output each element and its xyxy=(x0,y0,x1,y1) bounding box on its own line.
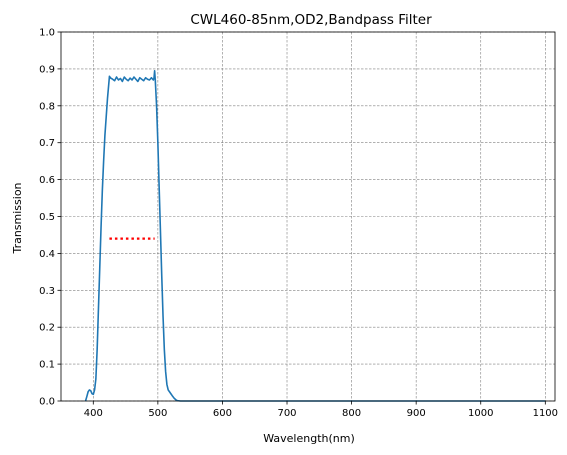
y-tick-label: 0.5 xyxy=(39,212,55,223)
x-tick-label: 1100 xyxy=(533,408,558,419)
x-tick-label: 500 xyxy=(148,408,167,419)
y-tick-label: 0.9 xyxy=(39,64,55,75)
series-layer xyxy=(84,69,546,402)
x-tick-label: 400 xyxy=(84,408,103,419)
x-tick-label: 600 xyxy=(213,408,232,419)
series-line-1 xyxy=(84,69,546,402)
y-tick-label: 1.0 xyxy=(39,28,55,39)
x-axis-label: Wavelength(nm) xyxy=(263,432,355,445)
y-tick-label: 0.7 xyxy=(39,138,55,149)
x-tick-label: 1000 xyxy=(468,408,493,419)
y-axis: 0.0 0.1 0.2 0.3 0.4 0.5 0.6 0.7 0.8 0.9 1.0 xyxy=(39,28,61,408)
y-tick-label: 0.6 xyxy=(39,175,55,186)
y-tick-label: 0.3 xyxy=(39,286,55,297)
y-tick-label: 0.1 xyxy=(39,360,55,371)
x-tick-label: 900 xyxy=(407,408,426,419)
chart-title: CWL460-85nm,OD2,Bandpass Filter xyxy=(190,12,432,28)
x-tick-label: 700 xyxy=(277,408,296,419)
y-tick-label: 0.2 xyxy=(39,323,55,334)
grid xyxy=(61,31,555,402)
y-tick-label: 0.4 xyxy=(39,249,55,260)
y-tick-label: 0.8 xyxy=(39,101,55,112)
y-axis-label: Transmission xyxy=(11,182,24,254)
x-tick-label: 800 xyxy=(342,408,361,419)
x-axis: 400 500 600 700 800 900 1000 1100 xyxy=(84,401,558,419)
y-tick-label: 0.0 xyxy=(39,397,55,408)
